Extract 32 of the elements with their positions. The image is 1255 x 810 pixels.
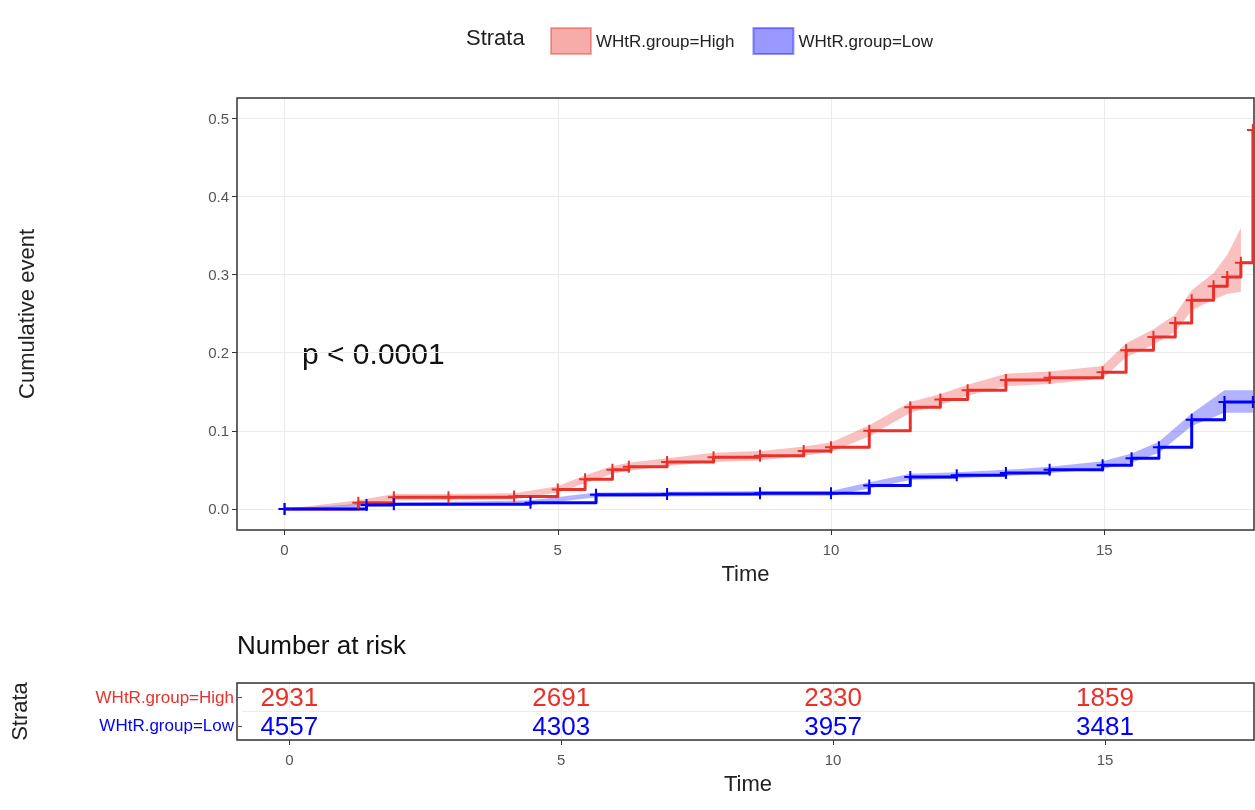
y-tick-label: WHtR.group=Low (99, 716, 235, 736)
y-tick-label: WHtR.group=High (95, 687, 234, 707)
x-tick-label: 15 (1096, 751, 1114, 768)
x-tick-label: 15 (1095, 541, 1113, 558)
x-tick-label: 10 (824, 751, 842, 768)
y-axis-title: Cumulative event (13, 229, 39, 399)
y-axis-title: Strata (6, 681, 32, 741)
x-axis-title: Time (723, 770, 773, 796)
x-tick-label: 5 (553, 541, 562, 558)
y-tick-label: 0.0 (208, 500, 229, 518)
x-tick-label: 0 (280, 541, 289, 558)
x-tick-label: 5 (557, 751, 566, 768)
y-tick-label: 0.5 (208, 109, 229, 127)
y-tick-label: 0.1 (208, 422, 229, 440)
legend-title: Strata (466, 24, 526, 50)
data-label: 2931 (260, 682, 319, 713)
data-label: 2330 (804, 682, 863, 713)
x-tick-label: 0 (285, 751, 294, 768)
data-label: 4303 (532, 710, 591, 741)
data-label: 1859 (1076, 682, 1134, 713)
y-tick-label: 0.3 (208, 266, 229, 284)
data-label: 4557 (260, 710, 319, 741)
legend-label: WHtR.group=Low (798, 31, 934, 51)
y-tick-label: 0.4 (208, 187, 229, 205)
legend-label: WHtR.group=High (596, 31, 735, 51)
x-tick-label: 10 (822, 541, 840, 558)
data-label: 2691 (532, 682, 591, 713)
y-tick-label: 0.2 (208, 344, 229, 362)
x-axis-title: Time (721, 560, 770, 586)
data-label: 3481 (1076, 710, 1134, 741)
chart-title: Number at risk (237, 630, 408, 660)
data-label: 3957 (804, 710, 863, 741)
